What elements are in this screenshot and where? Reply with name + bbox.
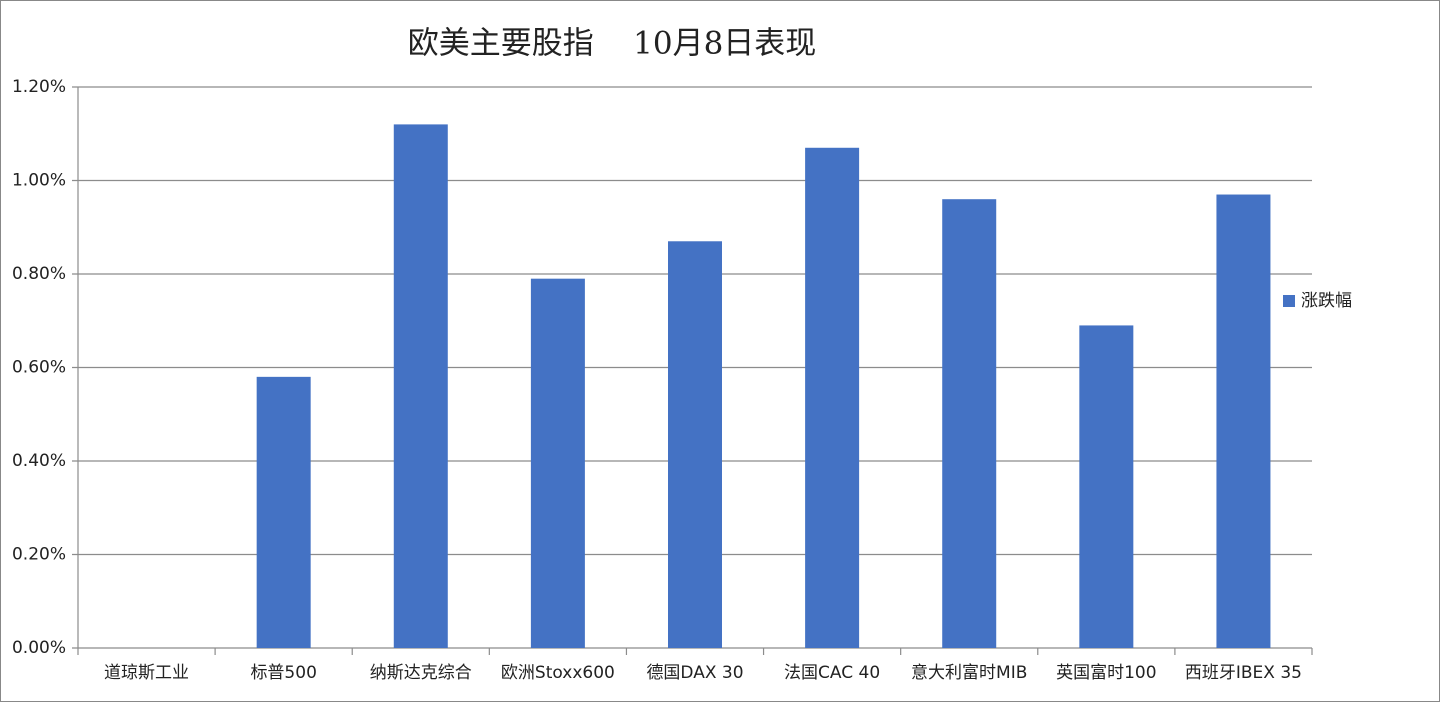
bar [668,241,722,648]
x-tick-label: 欧洲Stoxx600 [501,663,615,683]
bar [393,124,448,648]
bar [530,278,585,648]
x-tick-label: 英国富时100 [1056,663,1156,683]
bar [256,376,311,648]
y-tick-label: 0.80% [12,264,66,284]
legend-label: 涨跌幅 [1301,291,1352,311]
y-tick-label: 0.40% [12,451,66,471]
x-tick-label: 法国CAC 40 [784,663,880,683]
x-tick-label: 意大利富时MIB [911,663,1027,683]
y-tick-label: 0.20% [12,545,66,565]
y-tick-label: 1.20% [12,77,66,97]
legend-swatch [1283,295,1295,307]
y-tick-label: 0.00% [12,638,66,658]
chart-title: 欧美主要股指 10月8日表现 [408,26,817,62]
bar [1216,194,1271,648]
y-tick-label: 1.00% [12,171,66,191]
y-tick-label: 0.60% [12,358,66,378]
x-tick-label: 标普500 [250,663,316,683]
bar [1079,325,1134,648]
x-tick-label: 德国DAX 30 [646,663,743,683]
x-tick-label: 西班牙IBEX 35 [1185,663,1302,683]
x-tick-label: 道琼斯工业 [104,663,189,683]
x-tick-label: 纳斯达克综合 [370,663,472,683]
bar [942,199,997,648]
bar [805,147,860,648]
